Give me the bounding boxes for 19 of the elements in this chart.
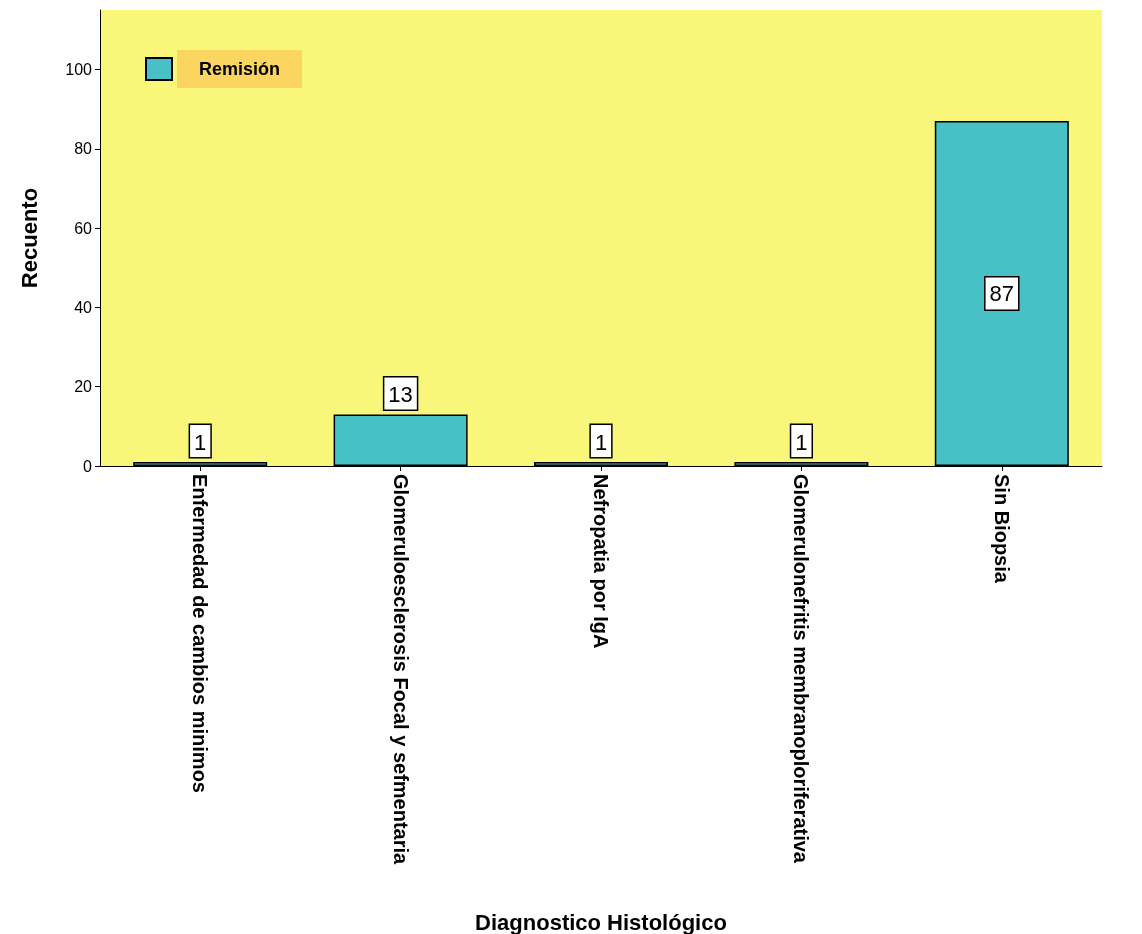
y-tick-label: 0 xyxy=(83,457,93,475)
data-label: 1 xyxy=(194,429,207,455)
x-tick-label: Enfermedad de cambios minimos xyxy=(189,474,212,793)
x-axis-title: Diagnostico Histológico xyxy=(475,909,727,934)
x-tick-label: Nefropatia por IgA xyxy=(590,474,612,649)
data-label: 13 xyxy=(388,381,413,407)
x-tick-label: Glomeruloesclerosis Focal y sefmentaria xyxy=(389,474,412,866)
data-label: 1 xyxy=(594,429,608,455)
y-tick-label: 80 xyxy=(74,140,93,158)
y-tick-label: 20 xyxy=(74,378,93,396)
y-tick-label: 60 xyxy=(74,219,93,237)
legend-label: Remisión xyxy=(199,59,281,79)
x-tick-label: Sin Biopsia xyxy=(990,474,1013,584)
data-label: 87 xyxy=(989,281,1015,307)
y-axis-title: Recuento xyxy=(16,187,42,289)
data-label: 1 xyxy=(795,429,808,455)
y-tick-label: 40 xyxy=(74,298,93,316)
x-tick-label: Glomerulonefritis membranoploriferativa xyxy=(790,474,813,864)
y-tick-label: 100 xyxy=(65,60,93,78)
